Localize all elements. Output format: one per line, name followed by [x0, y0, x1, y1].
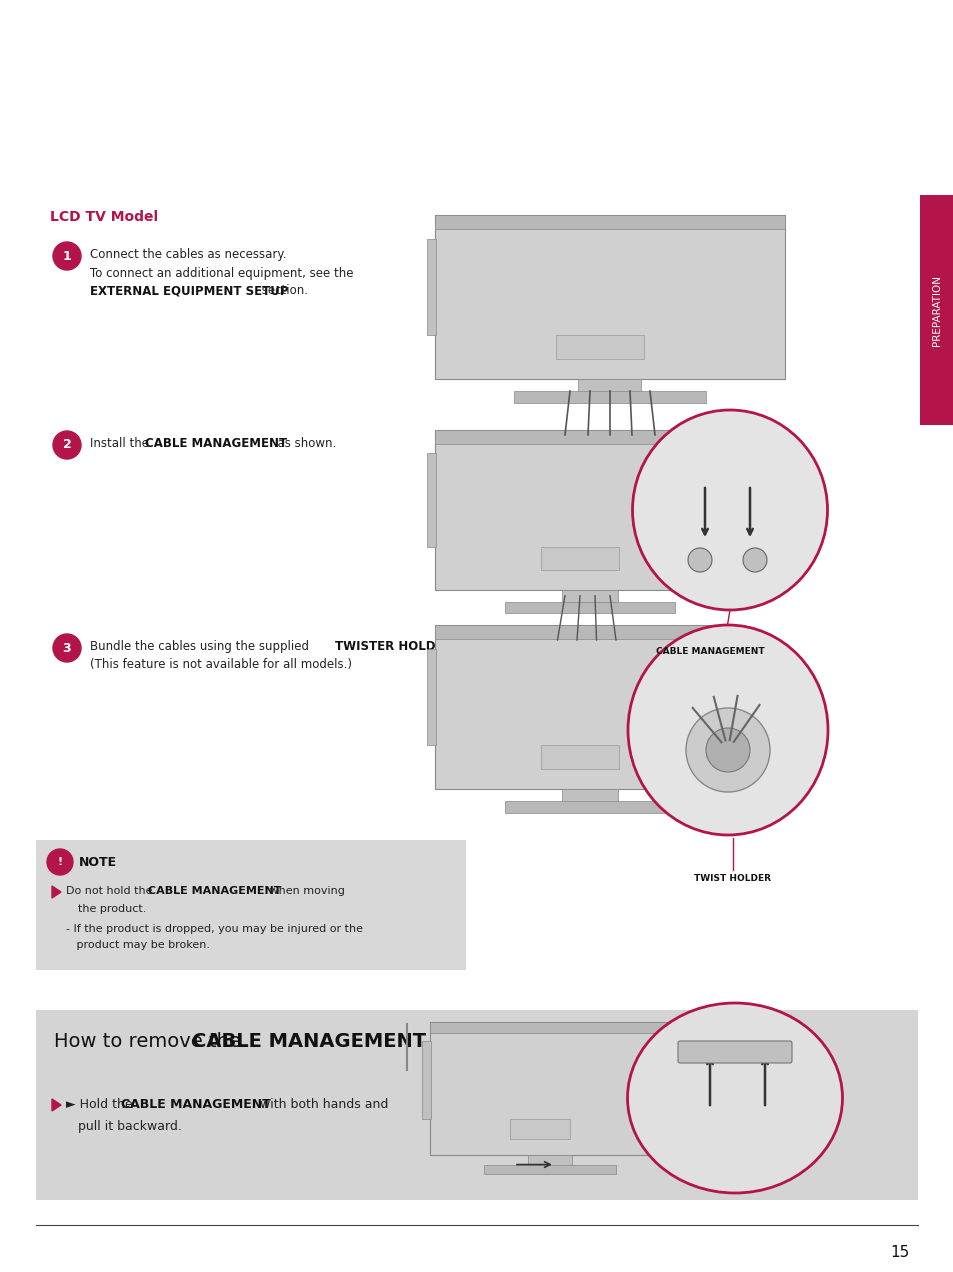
- Circle shape: [742, 548, 766, 572]
- Text: pull it backward.: pull it backward.: [66, 1121, 182, 1133]
- FancyBboxPatch shape: [578, 379, 640, 393]
- Circle shape: [53, 633, 81, 661]
- Text: Install the: Install the: [90, 438, 152, 450]
- FancyBboxPatch shape: [504, 801, 675, 813]
- Text: 1: 1: [63, 249, 71, 262]
- Text: LCD TV Model: LCD TV Model: [50, 210, 158, 224]
- FancyBboxPatch shape: [427, 453, 436, 547]
- Ellipse shape: [627, 625, 827, 834]
- Text: To connect an additional equipment, see the: To connect an additional equipment, see …: [90, 267, 354, 280]
- Text: 3: 3: [63, 641, 71, 655]
- FancyBboxPatch shape: [528, 1155, 571, 1166]
- Text: TWIST HOLDER: TWIST HOLDER: [694, 874, 771, 883]
- Circle shape: [705, 728, 749, 772]
- Text: product may be broken.: product may be broken.: [66, 940, 210, 950]
- FancyBboxPatch shape: [427, 239, 436, 335]
- Text: CABLE MANAGEMENT: CABLE MANAGEMENT: [655, 647, 763, 656]
- Text: How to remove the: How to remove the: [54, 1032, 247, 1051]
- FancyBboxPatch shape: [561, 789, 618, 803]
- FancyBboxPatch shape: [514, 391, 705, 403]
- Text: PREPARATION: PREPARATION: [931, 275, 941, 346]
- FancyBboxPatch shape: [540, 547, 618, 570]
- Text: Do not hold the: Do not hold the: [66, 887, 156, 895]
- Text: !: !: [57, 857, 63, 868]
- Circle shape: [685, 709, 769, 792]
- Text: CABLE MANAGEMENT: CABLE MANAGEMENT: [121, 1098, 271, 1110]
- FancyBboxPatch shape: [435, 215, 784, 379]
- Circle shape: [47, 848, 73, 875]
- FancyBboxPatch shape: [421, 1042, 431, 1119]
- FancyBboxPatch shape: [540, 745, 618, 770]
- Text: CABLE MANAGEMENT: CABLE MANAGEMENT: [192, 1032, 426, 1051]
- Text: section.: section.: [257, 284, 308, 296]
- Text: (This feature is not available for all models.): (This feature is not available for all m…: [90, 658, 352, 672]
- Text: - If the product is dropped, you may be injured or the: - If the product is dropped, you may be …: [66, 923, 363, 934]
- Circle shape: [687, 548, 711, 572]
- FancyBboxPatch shape: [678, 1040, 791, 1063]
- Ellipse shape: [627, 1004, 841, 1193]
- FancyBboxPatch shape: [435, 215, 784, 229]
- Text: as shown.: as shown.: [270, 438, 335, 450]
- Circle shape: [53, 431, 81, 459]
- Text: NOTE: NOTE: [79, 856, 117, 869]
- FancyBboxPatch shape: [36, 840, 465, 971]
- FancyBboxPatch shape: [435, 430, 744, 590]
- Text: Bundle the cables using the supplied: Bundle the cables using the supplied: [90, 640, 313, 653]
- Polygon shape: [52, 887, 61, 898]
- Text: EXTERNAL EQUIPMENT SETUP: EXTERNAL EQUIPMENT SETUP: [90, 284, 288, 296]
- FancyBboxPatch shape: [430, 1021, 669, 1155]
- FancyBboxPatch shape: [504, 602, 675, 613]
- Polygon shape: [52, 1099, 61, 1110]
- FancyBboxPatch shape: [427, 649, 436, 745]
- FancyBboxPatch shape: [36, 1010, 917, 1199]
- Text: with both hands and: with both hands and: [255, 1098, 388, 1110]
- Circle shape: [53, 242, 81, 270]
- FancyBboxPatch shape: [510, 1119, 569, 1138]
- Text: when moving: when moving: [266, 887, 345, 895]
- FancyBboxPatch shape: [435, 430, 744, 444]
- FancyBboxPatch shape: [430, 1021, 669, 1033]
- Text: CABLE MANAGEMENT: CABLE MANAGEMENT: [148, 887, 281, 895]
- Text: 15: 15: [890, 1245, 909, 1261]
- Text: 2: 2: [63, 439, 71, 452]
- FancyBboxPatch shape: [435, 625, 744, 789]
- FancyBboxPatch shape: [561, 590, 618, 603]
- Text: ► Hold the: ► Hold the: [66, 1098, 136, 1110]
- FancyBboxPatch shape: [435, 625, 744, 639]
- FancyBboxPatch shape: [556, 335, 643, 359]
- Text: CABLE MANAGEMENT: CABLE MANAGEMENT: [145, 438, 287, 450]
- Text: TWISTER HOLDER: TWISTER HOLDER: [335, 640, 452, 653]
- Text: the product.: the product.: [78, 904, 146, 915]
- FancyBboxPatch shape: [919, 195, 953, 425]
- Ellipse shape: [632, 410, 826, 611]
- Text: .: .: [435, 640, 438, 653]
- Text: Connect the cables as necessary.: Connect the cables as necessary.: [90, 248, 286, 261]
- FancyBboxPatch shape: [483, 1165, 616, 1174]
